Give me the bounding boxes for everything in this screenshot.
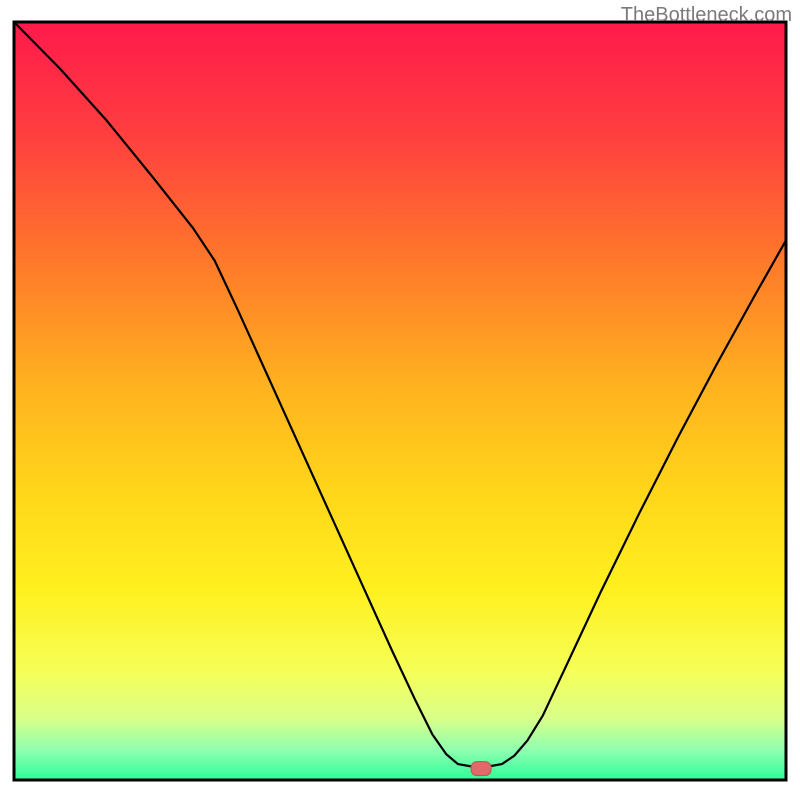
bottleneck-chart bbox=[0, 0, 800, 800]
optimum-marker bbox=[471, 762, 491, 776]
chart-container: TheBottleneck.com bbox=[0, 0, 800, 800]
watermark-text: TheBottleneck.com bbox=[621, 4, 792, 27]
